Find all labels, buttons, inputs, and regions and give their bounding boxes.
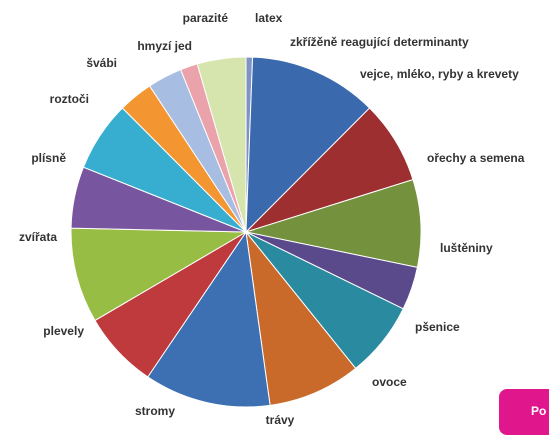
pie-slices [70, 56, 422, 408]
slice-label: roztoči [50, 92, 89, 106]
slice-label: trávy [266, 413, 295, 427]
slice-label: vejce, mléko, ryby a krevety [360, 67, 519, 81]
slice-label: zkřížěně reagující determinanty [290, 35, 469, 49]
slice-label: parazité [183, 11, 229, 25]
slice-label: švábi [86, 56, 117, 70]
pie-slice [196, 56, 247, 233]
slice-label: hmyzí jed [137, 39, 192, 53]
pie-slice [245, 56, 371, 234]
pie-slice [70, 227, 248, 322]
slice-label: ořechy a semena [427, 151, 525, 165]
slice-label: stromy [135, 404, 175, 418]
slice-label: luštěniny [440, 241, 493, 255]
slice-label: plísně [31, 151, 66, 165]
pie-slice [147, 230, 271, 408]
slice-label: ovoce [372, 375, 407, 389]
corner-button[interactable]: Po [499, 389, 549, 435]
slice-label: plevely [43, 324, 84, 338]
pie-labels: zkřížěně reagující determinanty vejce, ml… [19, 11, 525, 427]
slice-label: latex [255, 11, 283, 25]
pie-slice [245, 230, 357, 406]
pie-slice [244, 178, 422, 269]
slice-label: zvířata [19, 230, 57, 244]
slice-label: pšenice [415, 320, 460, 334]
